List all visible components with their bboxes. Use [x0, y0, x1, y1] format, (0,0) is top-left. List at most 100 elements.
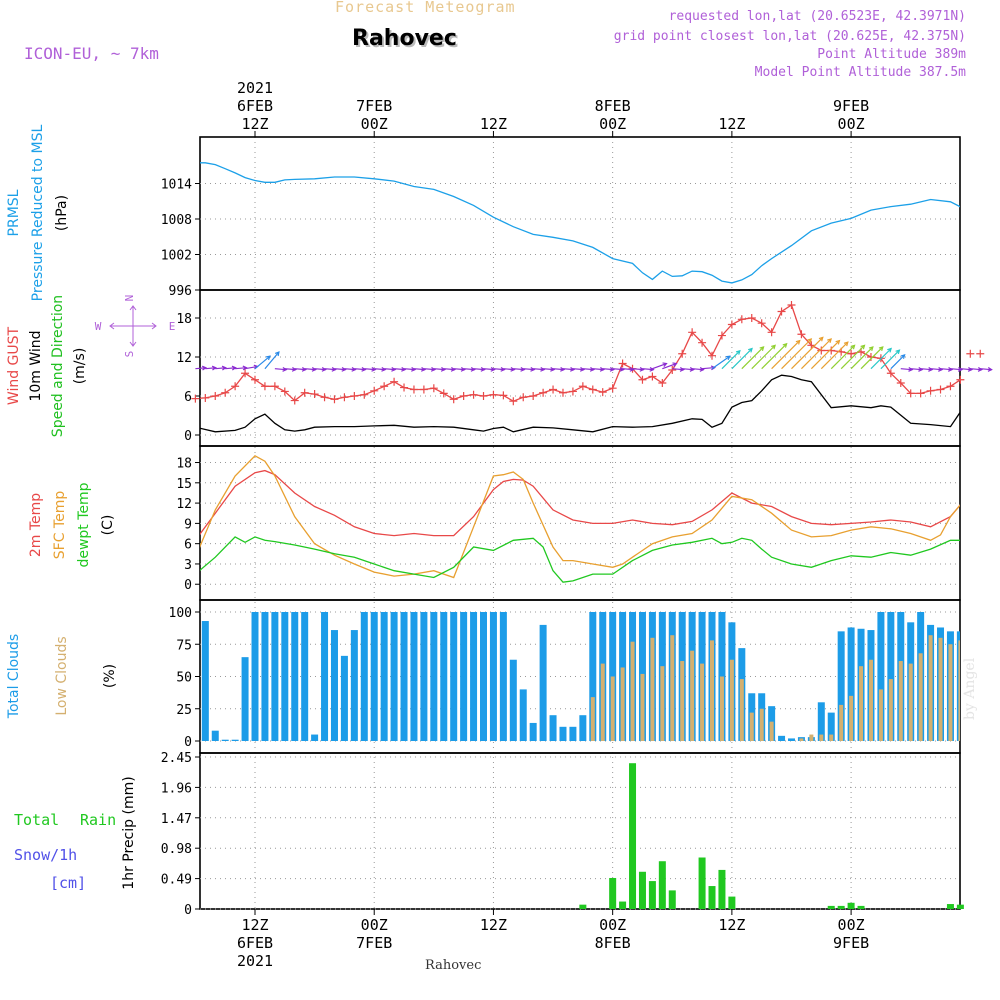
wind-arrow-head	[480, 366, 486, 372]
x-tick-label-bottom: 9FEB	[833, 934, 869, 952]
y-tick-label-pressure: 1002	[161, 249, 192, 264]
wind-arrow-shaft	[344, 368, 356, 371]
axis-label-wind: Speed and Direction	[50, 295, 66, 437]
low-cloud-bar	[928, 635, 933, 741]
rain-bar	[638, 871, 646, 909]
total-cloud-bar	[559, 726, 567, 741]
wind-arrow-head	[500, 366, 506, 372]
wind-arrow-head	[748, 347, 753, 353]
x-tick-label-top: 00Z	[599, 115, 626, 133]
wind-arrow-shaft	[205, 367, 216, 370]
rain-bar	[956, 904, 964, 909]
precip-label-rain: Rain	[80, 811, 116, 829]
gust-marker	[549, 385, 558, 394]
total-cloud-bar	[847, 627, 855, 741]
gust-marker	[777, 307, 786, 316]
wind-arrow-head	[672, 362, 678, 367]
low-cloud-bar	[868, 659, 873, 741]
gust-marker	[737, 315, 746, 324]
wind-arrow-shaft	[880, 349, 900, 370]
wind-arrow-shaft	[403, 368, 415, 371]
wind-arrow-shaft	[473, 368, 485, 371]
gust-marker	[300, 388, 309, 397]
low-cloud-bar	[729, 659, 734, 741]
wind-arrow-shaft	[751, 344, 776, 370]
gust-marker	[886, 369, 895, 378]
wind-arrow-head	[725, 355, 731, 361]
gust-marker	[807, 341, 816, 350]
low-cloud-bar	[839, 704, 844, 741]
x-tick-label-top: 2021	[237, 79, 273, 97]
low-cloud-bar	[799, 738, 804, 741]
low-cloud-bar	[610, 676, 615, 741]
axis-label-temp: (C)	[100, 515, 116, 536]
wind-arrow-head	[221, 365, 227, 371]
wind-arrow-head	[900, 354, 906, 359]
wind-arrow-head	[371, 366, 377, 372]
total-cloud-bar	[251, 612, 259, 741]
axis-label-clouds: Total Clouds	[6, 634, 22, 719]
wind-arrow-head	[391, 366, 397, 372]
wind-arrow-shaft	[543, 368, 555, 371]
gust-marker	[668, 366, 677, 374]
gust-marker	[320, 393, 329, 402]
wind-arrow-shaft	[662, 363, 677, 370]
axis-label-pressure: Pressure Reduced to MSL	[30, 124, 46, 301]
total-cloud-bar	[519, 689, 527, 741]
wind-arrow-head	[710, 365, 717, 371]
wind-arrow-shaft	[562, 368, 574, 371]
total-cloud-bar	[420, 612, 428, 741]
wind-arrow-head	[411, 366, 417, 372]
wind-arrow-shaft	[930, 368, 942, 371]
wind-arrow-head	[242, 365, 248, 371]
wind-arrow-shaft	[900, 368, 913, 371]
x-tick-label-bottom: 00Z	[838, 916, 865, 934]
low-cloud-bar	[898, 661, 903, 741]
low-cloud-bar	[829, 734, 834, 741]
model-point-altitude: Model Point Altitude 387.5m	[754, 65, 966, 80]
wind-arrow-shaft	[483, 368, 495, 371]
gust-marker	[708, 351, 717, 360]
low-cloud-bar	[948, 644, 953, 741]
total-cloud-bar	[201, 621, 209, 741]
low-cloud-bar	[680, 661, 685, 741]
rain-bar	[619, 901, 627, 909]
low-cloud-bar	[710, 640, 715, 741]
y-tick-label-clouds: 50	[176, 671, 192, 686]
gust-marker	[956, 375, 965, 384]
x-tick-label-top: 00Z	[838, 115, 865, 133]
series-line-dewpt-temp	[200, 536, 960, 583]
wind-arrow-shaft	[731, 348, 753, 370]
wind-arrow-shaft	[433, 368, 445, 371]
wind-arrow-head	[321, 366, 327, 372]
low-cloud-bar	[690, 650, 695, 741]
wind-arrow-head	[430, 366, 437, 372]
gust-marker	[727, 320, 736, 329]
gust-marker	[568, 387, 577, 396]
total-cloud-bar	[778, 735, 786, 741]
wind-arrow-shaft	[552, 368, 565, 371]
low-cloud-bar	[670, 635, 675, 741]
wind-arrow-shaft	[682, 368, 694, 371]
wind-arrow-shaft	[632, 368, 644, 371]
low-cloud-bar	[849, 695, 854, 741]
precip-label-snow: Snow/1h	[14, 846, 77, 864]
axis-label-wind: 10m Wind	[28, 330, 44, 401]
wind-arrow-head	[878, 346, 884, 351]
y-tick-label-clouds: 100	[169, 606, 192, 621]
wind-arrow-head	[629, 366, 635, 372]
gust-marker	[350, 392, 359, 400]
total-cloud-bar	[370, 612, 378, 741]
wind-arrow-shaft	[850, 346, 874, 370]
gust-marker	[658, 379, 667, 387]
gust-marker	[787, 301, 796, 309]
wind-arrow-shaft	[890, 354, 906, 370]
gust-marker	[827, 346, 836, 355]
x-tick-label-bottom: 00Z	[361, 916, 388, 934]
gust-marker	[290, 396, 299, 405]
rain-bar	[629, 763, 637, 909]
wind-arrow-head	[639, 366, 645, 372]
gust-marker	[866, 353, 875, 361]
compass-rose-icon	[109, 305, 157, 347]
gust-marker	[280, 387, 289, 396]
